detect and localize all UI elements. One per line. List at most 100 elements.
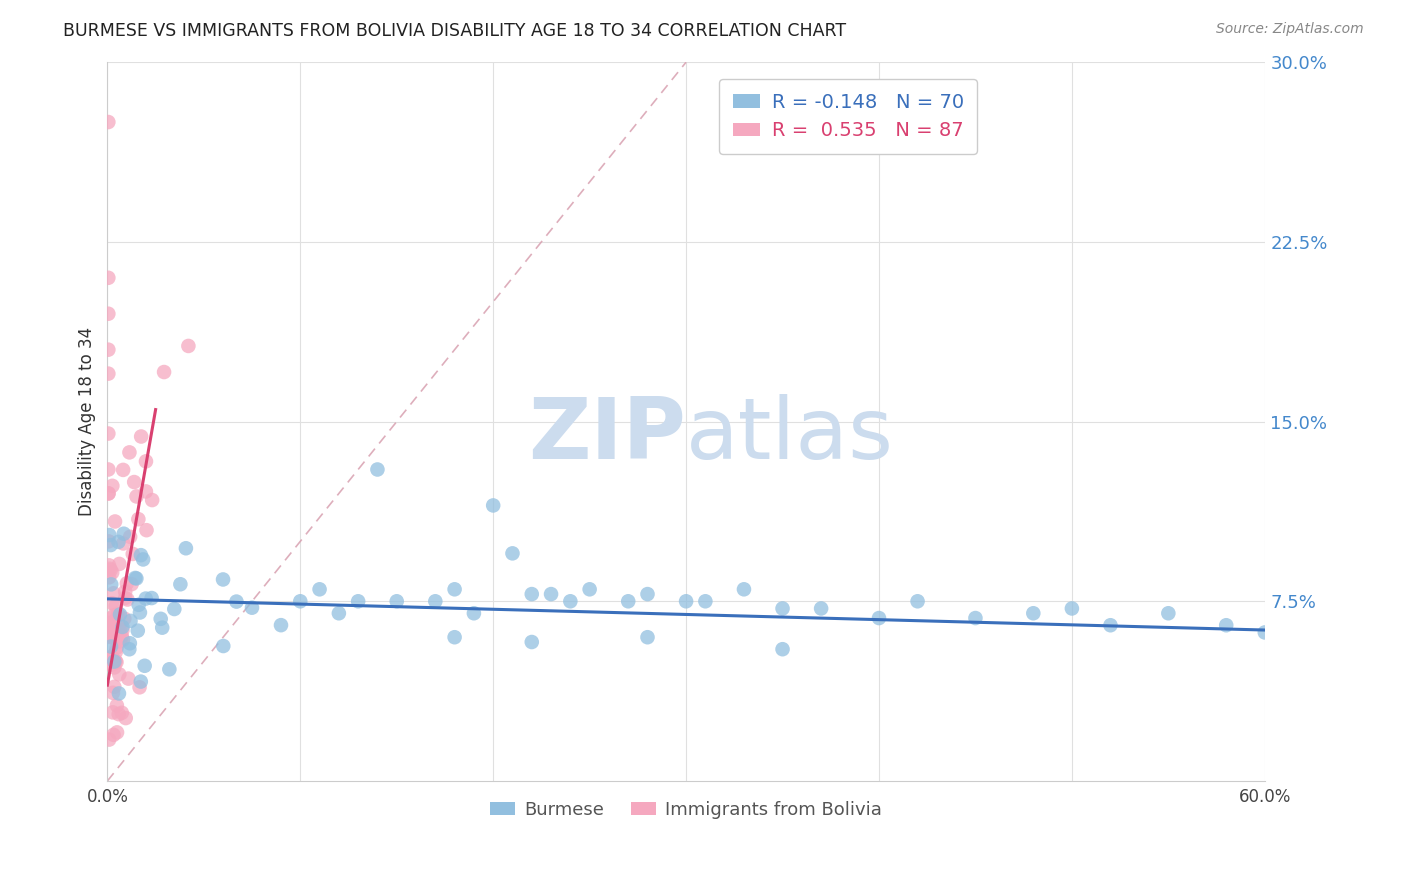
Point [101,596,124,610]
Point [97,534,120,549]
Point [965,611,987,625]
Point [108,607,131,622]
Point [98,615,121,630]
Point [118,642,141,657]
Point [135,484,157,499]
Point [1157,607,1180,621]
Point [150,621,173,635]
Point [98,627,121,641]
Point [111,620,134,634]
Point [308,582,330,597]
Point [135,454,157,468]
Point [114,584,136,599]
Point [127,624,149,638]
Point [108,667,131,681]
Point [114,591,136,605]
Point [212,639,235,653]
Point [97,486,120,500]
Point [443,630,465,644]
Point [108,618,131,632]
Point [97,343,120,357]
Point [103,680,125,694]
Point [617,594,640,608]
Point [141,591,163,605]
Point [290,594,312,608]
Point [108,557,131,571]
Point [100,651,122,665]
Point [98,732,121,747]
Point [425,594,447,608]
Point [128,598,150,612]
Point [97,307,120,321]
Point [103,660,125,674]
Point [112,536,135,550]
Point [112,611,135,625]
Point [463,607,485,621]
Point [101,651,124,665]
Text: ZIP: ZIP [529,394,686,477]
Point [366,462,388,476]
Point [108,622,131,636]
Point [103,615,125,630]
Point [153,365,176,379]
Point [772,642,794,657]
Point [1022,607,1045,621]
Point [117,592,139,607]
Point [1099,618,1122,632]
Point [101,479,124,493]
Point [129,674,152,689]
Point [111,632,134,647]
Point [810,601,832,615]
Point [100,538,122,552]
Point [100,563,122,577]
Point [129,606,152,620]
Point [112,463,135,477]
Point [108,686,131,700]
Point [270,618,292,632]
Point [118,636,141,650]
Point [111,624,134,638]
Point [163,602,186,616]
Point [97,426,120,441]
Point [868,611,890,625]
Point [141,493,163,508]
Point [98,558,121,573]
Point [637,587,659,601]
Point [101,566,124,580]
Point [101,655,124,669]
Point [240,600,263,615]
Point [104,645,127,659]
Point [118,445,141,459]
Point [328,607,350,621]
Point [443,582,465,597]
Point [675,594,697,608]
Point [107,607,129,621]
Point [540,587,562,601]
Point [637,630,659,644]
Point [225,594,247,608]
Point [97,115,120,129]
Point [520,635,543,649]
Text: atlas: atlas [686,394,894,477]
Point [107,635,129,649]
Point [104,599,127,613]
Point [120,530,142,544]
Point [169,577,191,591]
Point [128,681,150,695]
Point [111,629,134,643]
Point [104,515,127,529]
Point [100,616,122,631]
Point [482,499,505,513]
Point [98,570,121,584]
Point [520,587,543,601]
Point [127,512,149,526]
Point [124,571,146,585]
Point [101,706,124,720]
Point [149,612,172,626]
Point [110,633,132,648]
Point [100,611,122,625]
Point [100,640,122,654]
Point [1060,601,1083,615]
Point [105,698,128,713]
Point [105,632,128,647]
